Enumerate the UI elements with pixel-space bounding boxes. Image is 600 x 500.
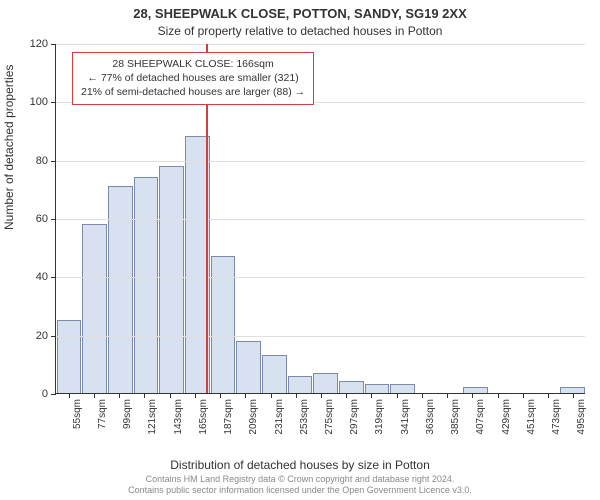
xtick-mark (144, 393, 145, 398)
chart-title-sub: Size of property relative to detached ho… (0, 24, 600, 38)
footer-line-1: Contains HM Land Registry data © Crown c… (0, 474, 600, 485)
y-axis-label: Number of detached properties (2, 65, 16, 230)
histogram-bar (288, 376, 313, 394)
ytick-label: 100 (30, 96, 48, 108)
xtick-mark (498, 393, 499, 398)
ytick-label: 80 (36, 155, 48, 167)
ytick-mark (51, 336, 56, 337)
xtick-label: 231sqm (274, 399, 285, 435)
annotation-box: 28 SHEEPWALK CLOSE: 166sqm← 77% of detac… (72, 52, 314, 105)
xtick-label: 187sqm (223, 399, 234, 435)
xtick-mark (523, 393, 524, 398)
xtick-mark (447, 393, 448, 398)
xtick-label: 319sqm (374, 399, 385, 435)
histogram-bar (262, 355, 287, 393)
xtick-label: 341sqm (400, 399, 411, 435)
xtick-mark (195, 393, 196, 398)
ytick-mark (51, 44, 56, 45)
histogram-bar (339, 381, 364, 393)
histogram-bar (57, 320, 82, 393)
histogram-bar (463, 387, 488, 393)
xtick-label: 385sqm (450, 399, 461, 435)
ytick-label: 40 (36, 271, 48, 283)
annotation-line: 28 SHEEPWALK CLOSE: 166sqm (81, 57, 305, 71)
xtick-mark (245, 393, 246, 398)
histogram-bar (82, 224, 107, 393)
ytick-label: 0 (42, 388, 48, 400)
xtick-label: 429sqm (501, 399, 512, 435)
histogram-bar (159, 166, 184, 394)
xtick-label: 77sqm (97, 399, 108, 429)
xtick-label: 165sqm (198, 399, 209, 435)
gridline (56, 161, 585, 162)
xtick-label: 473sqm (551, 399, 562, 435)
xtick-mark (271, 393, 272, 398)
gridline (56, 336, 585, 337)
xtick-label: 363sqm (425, 399, 436, 435)
histogram-bar (236, 341, 261, 394)
histogram-bar (134, 177, 159, 393)
xtick-label: 143sqm (173, 399, 184, 435)
xtick-label: 451sqm (526, 399, 537, 435)
histogram-bar (365, 384, 390, 393)
ytick-mark (51, 394, 56, 395)
xtick-mark (220, 393, 221, 398)
plot-area: 02040608010012055sqm77sqm99sqm121sqm143s… (55, 44, 585, 394)
xtick-mark (548, 393, 549, 398)
ytick-label: 120 (30, 38, 48, 50)
xtick-mark (472, 393, 473, 398)
annotation-line: ← 77% of detached houses are smaller (32… (81, 71, 305, 85)
xtick-mark (321, 393, 322, 398)
ytick-mark (51, 219, 56, 220)
histogram-bar (108, 186, 133, 393)
histogram-bar (313, 373, 338, 393)
xtick-mark (94, 393, 95, 398)
ytick-mark (51, 102, 56, 103)
xtick-label: 297sqm (349, 399, 360, 435)
ytick-mark (51, 161, 56, 162)
x-axis-label: Distribution of detached houses by size … (0, 458, 600, 472)
xtick-mark (69, 393, 70, 398)
xtick-label: 253sqm (299, 399, 310, 435)
xtick-label: 121sqm (147, 399, 158, 435)
chart-title-main: 28, SHEEPWALK CLOSE, POTTON, SANDY, SG19… (0, 6, 600, 21)
footer-attribution: Contains HM Land Registry data © Crown c… (0, 474, 600, 496)
histogram-bar (390, 384, 415, 393)
xtick-label: 209sqm (248, 399, 259, 435)
xtick-mark (296, 393, 297, 398)
ytick-mark (51, 277, 56, 278)
xtick-mark (170, 393, 171, 398)
xtick-mark (346, 393, 347, 398)
xtick-mark (397, 393, 398, 398)
xtick-label: 55sqm (72, 399, 83, 429)
footer-line-2: Contains public sector information licen… (0, 485, 600, 496)
chart-container: 28, SHEEPWALK CLOSE, POTTON, SANDY, SG19… (0, 0, 600, 500)
histogram-bar (560, 387, 585, 393)
xtick-mark (573, 393, 574, 398)
annotation-line: 21% of semi-detached houses are larger (… (81, 85, 305, 99)
xtick-mark (371, 393, 372, 398)
xtick-label: 275sqm (324, 399, 335, 435)
xtick-mark (422, 393, 423, 398)
gridline (56, 44, 585, 45)
gridline (56, 277, 585, 278)
xtick-label: 407sqm (475, 399, 486, 435)
ytick-label: 20 (36, 330, 48, 342)
xtick-label: 99sqm (122, 399, 133, 429)
xtick-label: 495sqm (576, 399, 587, 435)
gridline (56, 219, 585, 220)
xtick-mark (119, 393, 120, 398)
ytick-label: 60 (36, 213, 48, 225)
